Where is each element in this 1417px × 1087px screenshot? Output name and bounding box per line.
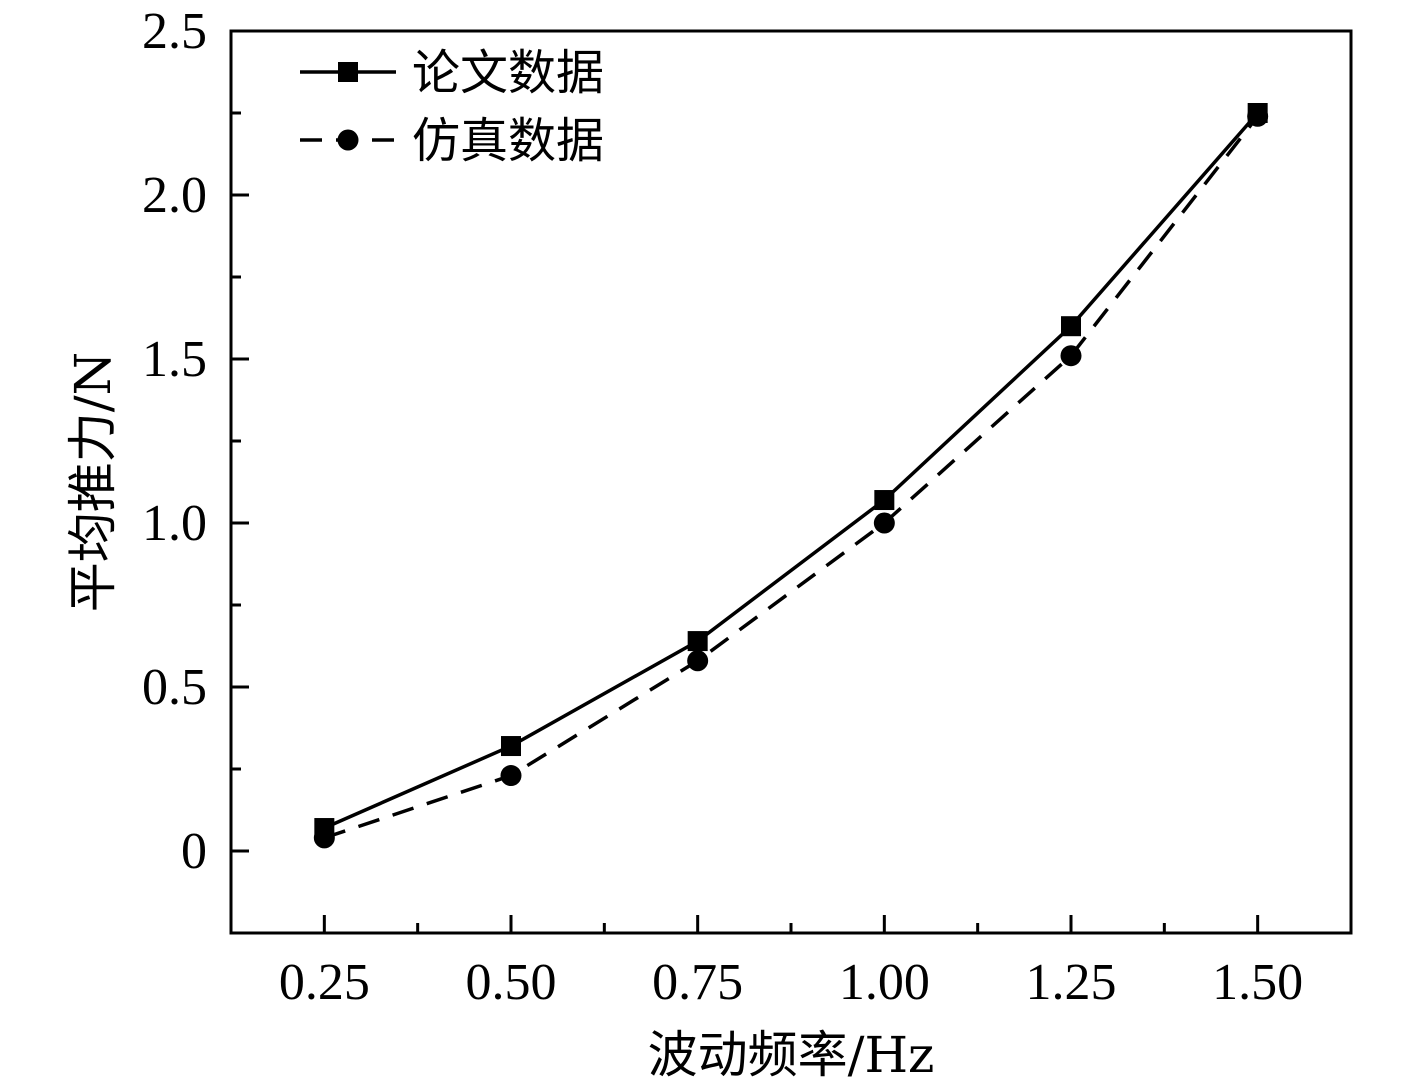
- x-tick-label: 1.50: [1212, 954, 1303, 1011]
- data-point-square: [1061, 316, 1081, 337]
- x-tick-label: 1.00: [839, 954, 930, 1011]
- legend-marker-square: [338, 62, 358, 82]
- data-point-circle: [687, 650, 709, 672]
- y-tick-label: 1.5: [142, 331, 207, 388]
- x-tick-label: 0.75: [652, 954, 743, 1011]
- y-axis-ticks: 0 0.5 1.0 1.5 2.0 2.5: [142, 3, 249, 935]
- data-point-square: [874, 490, 895, 511]
- data-point-circle: [500, 765, 522, 787]
- x-tick-label: 1.25: [1026, 954, 1117, 1011]
- legend-label-2: 仿真数据: [412, 113, 604, 169]
- data-point-circle: [1060, 345, 1082, 367]
- y-tick-label: 1.0: [142, 495, 207, 552]
- data-point-circle: [873, 512, 895, 534]
- legend-label-1: 论文数据: [412, 45, 604, 101]
- y-tick-label: 0.5: [142, 659, 207, 716]
- series-layer: [313, 103, 1269, 849]
- x-axis-label: 波动频率/Hz: [648, 1026, 935, 1084]
- data-point-circle: [313, 827, 335, 849]
- series-line-2: [323, 115, 1260, 840]
- data-point-square: [501, 736, 521, 757]
- legend-marker-circle: [337, 129, 359, 151]
- y-tick-label: 2.0: [142, 167, 207, 224]
- data-point-circle: [1247, 105, 1269, 127]
- x-tick-label: 0.50: [466, 954, 557, 1011]
- series-line-1: [323, 111, 1260, 830]
- y-axis-label: 平均推力/N: [64, 352, 122, 613]
- x-axis-ticks: 0.25 0.50 0.75 1.00 1.25 1.50: [229, 915, 1353, 1011]
- data-point-square: [687, 631, 708, 652]
- y-tick-label: 2.5: [142, 3, 207, 60]
- x-tick-label: 0.25: [279, 954, 370, 1011]
- y-tick-label: 0: [181, 823, 207, 880]
- plot-frame: [229, 29, 1353, 935]
